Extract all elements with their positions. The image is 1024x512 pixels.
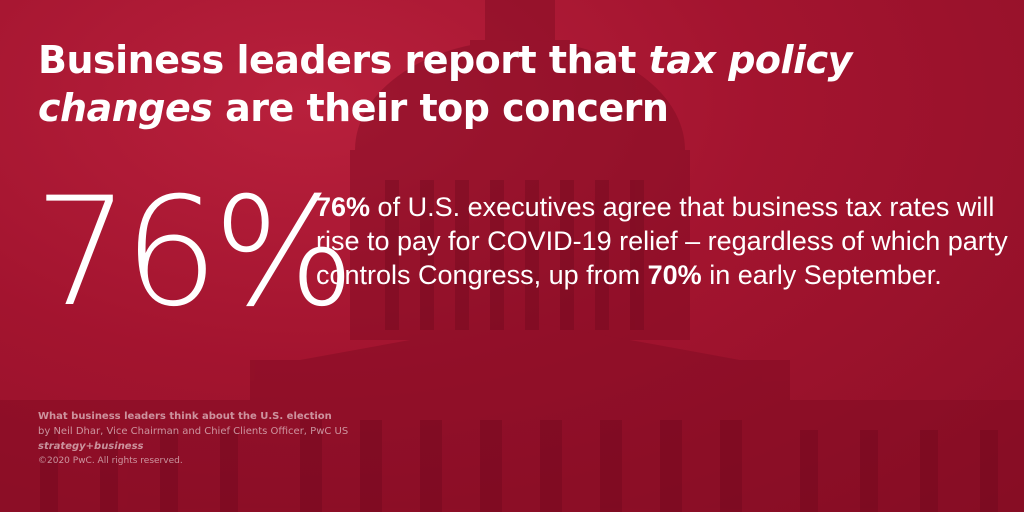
- big-stat-value: 76%: [34, 166, 355, 340]
- desc-text-1: of U.S. executives agree that business t…: [316, 192, 1008, 290]
- byline: by Neil Dhar, Vice Chairman and Chief Cl…: [38, 426, 349, 437]
- headline-part2: are their top concern: [212, 86, 669, 130]
- source-title: What business leaders think about the U.…: [38, 411, 332, 422]
- desc-prior-percent: 70%: [647, 260, 702, 290]
- copyright-notice: ©2020 PwC. All rights reserved.: [38, 456, 183, 466]
- desc-text-2: in early September.: [701, 260, 942, 290]
- headline: Business leaders report that tax policy …: [38, 36, 998, 132]
- headline-emphasis: tax policy changes: [38, 38, 852, 130]
- stat-description: 76% of U.S. executives agree that busine…: [316, 190, 1016, 292]
- publication-name: strategy+business: [38, 441, 144, 452]
- desc-lead-percent: 76%: [316, 192, 371, 222]
- credits-block: What business leaders think about the U.…: [38, 409, 348, 469]
- headline-part1: Business leaders report that: [38, 38, 649, 82]
